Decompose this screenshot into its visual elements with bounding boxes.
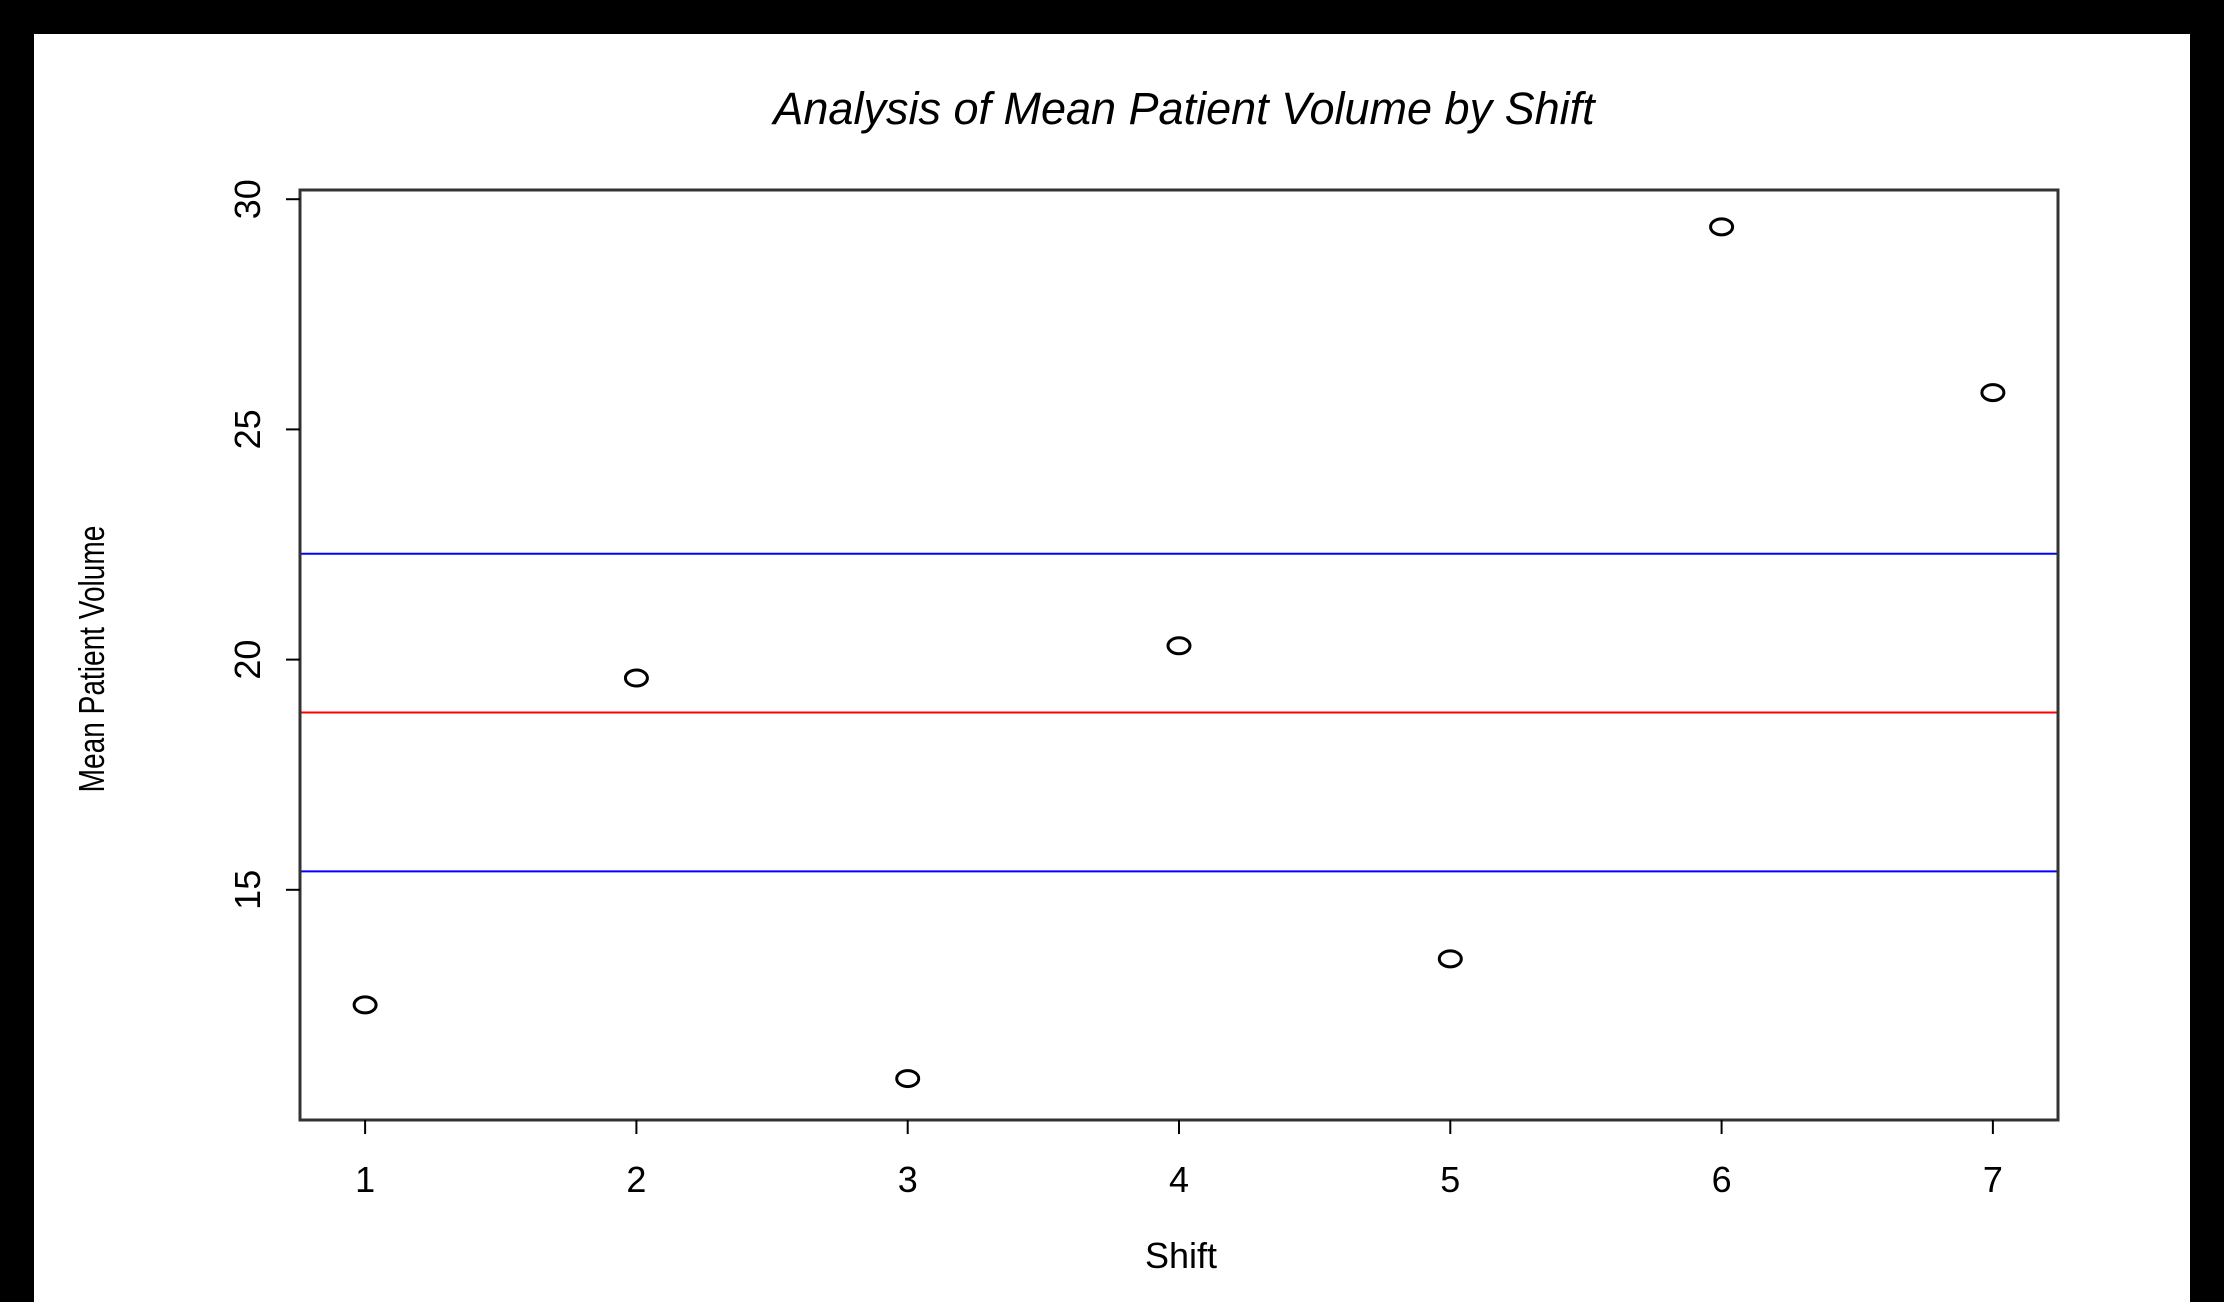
figure-background [34,34,2190,1302]
data-point-5 [1437,949,1463,969]
x-axis-label: Shift [1145,1235,1217,1276]
data-point-3 [895,1069,921,1089]
y-tick-label-4: 30 [227,179,268,219]
y-axis-label: Mean Patient Volume [72,526,112,793]
y-tick-label-3: 25 [227,409,268,449]
chart-figure: Analysis of Mean Patient Volume by Shift… [34,34,2190,1302]
chart-title: Analysis of Mean Patient Volume by Shift [770,83,1597,134]
data-point-7 [1980,383,2006,403]
x-tick-label-6: 6 [1712,1159,1732,1200]
data-point-4 [1166,636,1192,656]
x-axis-ticks: 1 2 3 4 5 6 7 [355,1120,2003,1200]
data-points [352,217,2006,1089]
x-tick-label-2: 2 [626,1159,646,1200]
x-tick-label-4: 4 [1169,1159,1189,1200]
data-point-6 [1709,217,1735,237]
y-tick-label-2: 20 [227,640,268,680]
y-tick-label-1: 15 [227,870,268,910]
reference-lines [300,552,2058,873]
x-tick-label-3: 3 [898,1159,918,1200]
y-axis-ticks: 15 20 25 30 [227,179,300,910]
data-point-2 [623,668,649,688]
data-point-1 [352,995,378,1015]
x-tick-label-5: 5 [1440,1159,1460,1200]
x-tick-label-1: 1 [355,1159,375,1200]
x-tick-label-7: 7 [1983,1159,2003,1200]
